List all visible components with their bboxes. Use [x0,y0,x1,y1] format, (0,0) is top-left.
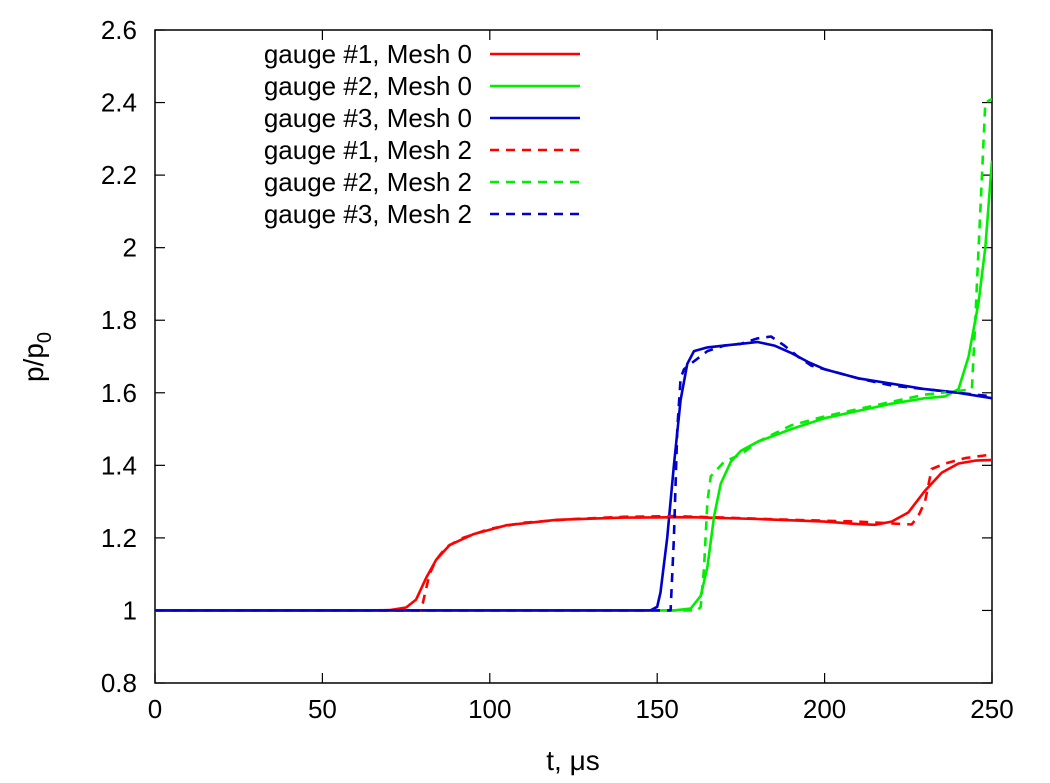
y-tick-label: 1.4 [101,450,137,480]
legend-entry: gauge #2, Mesh 2 [264,167,580,197]
y-tick-label: 0.8 [101,668,137,698]
y-tick-label: 2.6 [101,15,137,45]
y-tick-label: 1.8 [101,305,137,335]
plot-frame [154,29,993,684]
x-tick-label: 200 [803,694,846,724]
x-tick-label: 150 [636,694,679,724]
legend-label: gauge #3, Mesh 0 [264,103,472,133]
legend-entry: gauge #1, Mesh 2 [264,135,580,165]
legend-label: gauge #1, Mesh 0 [264,39,472,69]
y-tick-label: 1.6 [101,378,137,408]
x-tick-label: 50 [308,694,337,724]
axis-ticks: 0.8 1 1.2 1.4 1.6 1.8 2 2.2 2.4 2.6 0 50 100 150 200 25… [101,15,1014,724]
series-line-1 [155,458,992,612]
y-tick-label: 1 [123,595,137,625]
x-tick-label: 250 [970,694,1013,724]
x-tick-label: 0 [148,694,162,724]
series-line-3 [155,340,992,612]
y-tick-label: 2.4 [101,88,137,118]
y-axis-title: p/p0 [18,332,56,382]
legend-label: gauge #2, Mesh 0 [264,71,472,101]
legend-label: gauge #2, Mesh 2 [264,167,472,197]
x-axis-title: t, μs [546,745,599,776]
legend-entry: gauge #2, Mesh 0 [264,71,580,101]
legend-entry: gauge #3, Mesh 2 [264,199,580,229]
series-line-5 [155,97,992,612]
y-axis-title-base: p/p [18,343,49,382]
plot-border [154,29,993,684]
series-line-6 [155,335,992,612]
x-tick-label: 100 [468,694,511,724]
legend-entry: gauge #1, Mesh 0 [264,39,580,69]
series-line-4 [155,453,992,612]
y-tick-label: 2.2 [101,160,137,190]
y-tick-label: 2 [123,233,137,263]
legend-entry: gauge #3, Mesh 0 [264,103,580,133]
y-axis-title-subscript: 0 [34,332,56,343]
legend-label: gauge #3, Mesh 2 [264,199,472,229]
y-tick-label: 1.2 [101,523,137,553]
series-lines [155,97,992,612]
legend-label: gauge #1, Mesh 2 [264,135,472,165]
